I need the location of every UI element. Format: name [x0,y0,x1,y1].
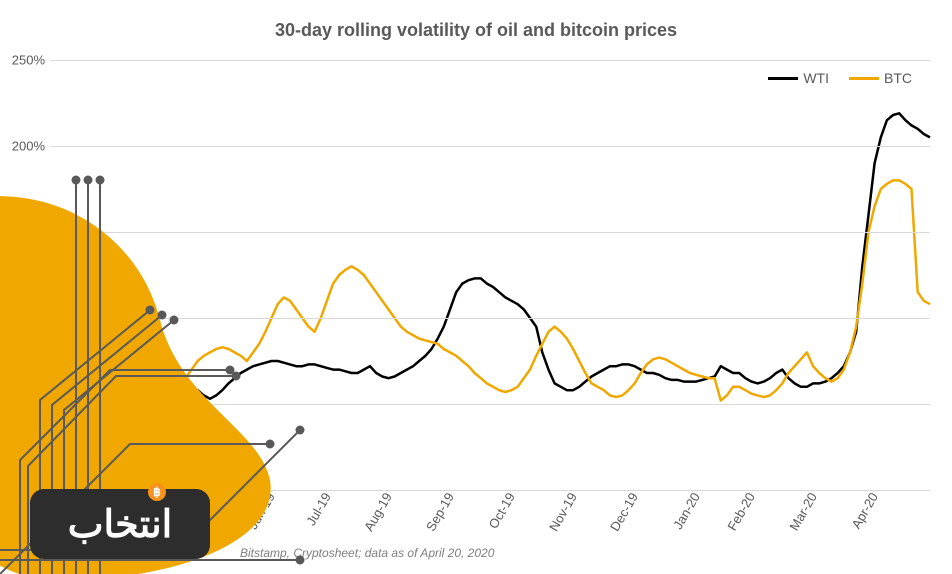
gridline [50,232,930,233]
series-btc [50,180,930,409]
ytick-label: 250% [5,53,45,68]
legend-label-btc: BTC [884,70,912,86]
logo-text: انتخاب [68,502,172,547]
xtick-label: Mar-20 [786,490,815,531]
xtick-label: Jul-19 [303,490,329,526]
ytick-label: 200% [5,139,45,154]
ytick-label: 50% [5,397,45,412]
gridline [50,60,930,61]
chart-title: 30-day rolling volatility of oil and bit… [0,20,952,41]
chart-container: 30-day rolling volatility of oil and bit… [0,0,952,574]
line-series-svg [50,60,930,490]
xtick-label: Oct-19 [486,490,514,529]
gridline [50,404,930,405]
xtick-label: Feb-20 [725,490,754,531]
ytick-label: 150% [5,225,45,240]
bitcoin-icon: ฿ [148,483,166,501]
xtick-label: Sep-19 [423,490,453,531]
gridline [50,146,930,147]
source-note: Bitstamp, Cryptosheet; data as of April … [240,546,494,560]
xtick-label: Apr-20 [849,490,877,529]
legend-swatch-wti [768,77,798,80]
legend-item-wti: WTI [768,70,829,86]
legend-swatch-btc [849,77,879,80]
xtick-label: Dec-19 [607,490,637,531]
legend-item-btc: BTC [849,70,912,86]
xtick-label: Aug-19 [361,490,391,531]
legend-label-wti: WTI [803,70,829,86]
series-wti [50,113,930,399]
ytick-label: 100% [5,311,45,326]
xtick-label: Nov-19 [546,490,576,531]
xtick-label: Jan-20 [670,490,699,529]
logo: ฿ انتخاب [30,489,210,559]
gridline [50,318,930,319]
plot-area: 250%200%150%100%50%0%Mar-19Apr-19May-19J… [50,60,930,490]
xtick-label: Jun-19 [246,490,275,529]
legend: WTI BTC [768,70,912,86]
